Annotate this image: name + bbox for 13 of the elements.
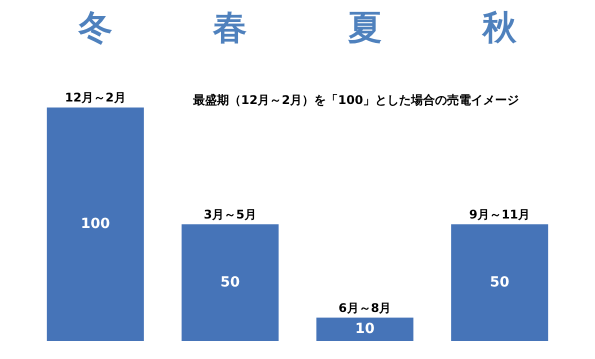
annotation: 9月～11月	[469, 207, 530, 222]
data-label: 50	[490, 274, 510, 290]
text: 最盛期（12月～2月）を「100」とした場合の売電イメージ	[192, 92, 520, 107]
x-tick-label: 夏	[348, 8, 382, 48]
annotation: 3月～5月	[204, 207, 256, 222]
x-tick-label: 春	[212, 8, 248, 48]
data-label: 50	[220, 274, 240, 290]
data-label: 10	[355, 320, 375, 337]
x-tick-label: 秋	[482, 8, 518, 48]
x-tick-label: 冬	[77, 8, 112, 48]
data-label: 100	[80, 216, 110, 232]
annotation: 6月～8月	[338, 300, 392, 315]
annotation: 12月～2月	[64, 90, 126, 105]
